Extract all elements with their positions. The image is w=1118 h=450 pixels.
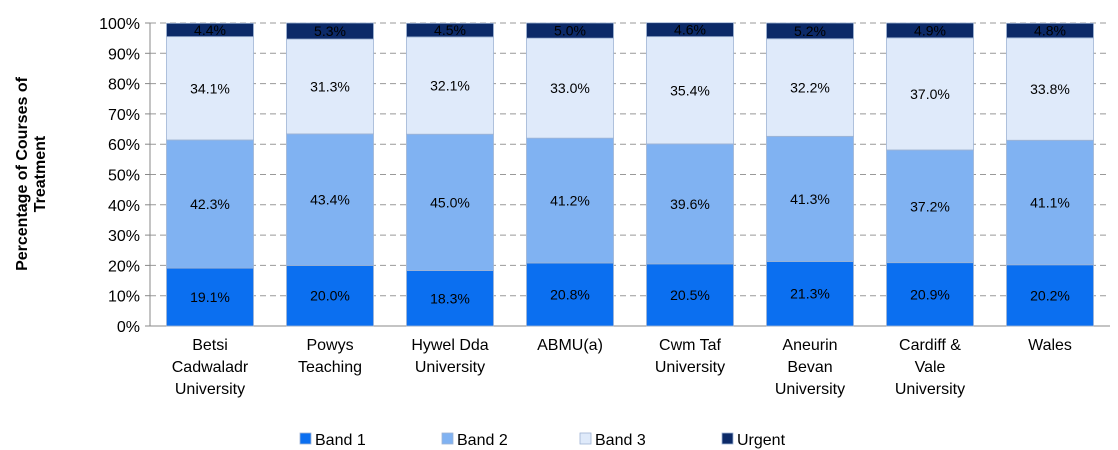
- value-label: 20.9%: [910, 286, 950, 302]
- legend-swatch: [299, 432, 312, 445]
- value-label: 34.1%: [190, 80, 230, 96]
- value-label: 32.1%: [430, 78, 470, 94]
- bar-segment: [166, 267, 254, 327]
- legend-swatch: [441, 432, 454, 445]
- value-label: 45.0%: [430, 194, 470, 210]
- value-label: 42.3%: [190, 196, 230, 212]
- x-tick-label: Cardiff & Vale University: [895, 337, 965, 398]
- y-tick-label: 100%: [99, 16, 140, 33]
- value-label: 33.8%: [1030, 81, 1070, 97]
- value-label: 21.3%: [790, 286, 830, 302]
- value-label: 37.2%: [910, 198, 950, 214]
- bar-segment: [406, 133, 494, 271]
- value-label: 18.3%: [430, 290, 470, 306]
- legend-label: Band 2: [457, 432, 508, 449]
- x-tick-label: Aneurin Bevan University: [775, 337, 845, 398]
- value-label: 20.8%: [550, 286, 590, 302]
- bar-segment: [646, 22, 734, 38]
- bar-segment: [166, 22, 254, 38]
- y-tick-label: 70%: [108, 107, 140, 124]
- bar-segment: [286, 264, 374, 327]
- bar-segment: [166, 36, 254, 141]
- bar-segment: [406, 22, 494, 38]
- x-tick-label: Betsi Cadwaladr University: [172, 337, 249, 398]
- bar-segment: [766, 38, 854, 137]
- value-label: 4.4%: [194, 22, 226, 38]
- bar-segment: [1006, 22, 1094, 39]
- value-label: 39.6%: [670, 196, 710, 212]
- bar-segment: [766, 135, 854, 262]
- bar-segment: [766, 22, 854, 40]
- value-label: 5.0%: [554, 23, 586, 39]
- bar-segment: [766, 261, 854, 327]
- bar-segment: [886, 22, 974, 39]
- value-label: 4.9%: [914, 22, 946, 38]
- legend-label: Band 3: [595, 432, 646, 449]
- value-label: 43.4%: [310, 192, 350, 208]
- value-label: 41.3%: [790, 191, 830, 207]
- y-tick-label: 50%: [108, 168, 140, 185]
- value-label: 20.5%: [670, 287, 710, 303]
- bar-segment: [406, 36, 494, 135]
- value-label: 4.8%: [1034, 23, 1066, 39]
- bar-segment: [166, 139, 254, 269]
- value-label: 37.0%: [910, 86, 950, 102]
- x-tick-label: Wales: [1028, 337, 1072, 354]
- y-tick-label: 30%: [108, 228, 140, 245]
- y-tick-label: 20%: [108, 258, 140, 275]
- value-label: 20.0%: [310, 288, 350, 304]
- y-tick-label: 60%: [108, 137, 140, 154]
- value-label: 4.6%: [674, 22, 706, 38]
- value-label: 31.3%: [310, 78, 350, 94]
- bar-segment: [526, 37, 614, 139]
- bar-segment: [886, 262, 974, 327]
- bar-segment: [646, 143, 734, 265]
- bar-segment: [526, 137, 614, 264]
- y-tick-label: 10%: [108, 289, 140, 306]
- value-label: 32.2%: [790, 80, 830, 96]
- y-tick-label: 40%: [108, 198, 140, 215]
- bar-segment: [406, 270, 494, 327]
- y-tick-label: 0%: [117, 319, 140, 336]
- bar-segment: [886, 149, 974, 264]
- bar-segment: [286, 38, 374, 135]
- value-label: 4.5%: [434, 22, 466, 38]
- value-label: 19.1%: [190, 289, 230, 305]
- bar-segment: [526, 262, 614, 327]
- bar-segment: [526, 22, 614, 39]
- x-tick-label: Cwm Taf University: [655, 337, 725, 376]
- value-label: 41.1%: [1030, 195, 1070, 211]
- y-tick-label: 90%: [108, 46, 140, 63]
- legend-swatch: [721, 432, 734, 445]
- value-label: 5.3%: [314, 23, 346, 39]
- value-label: 20.2%: [1030, 287, 1070, 303]
- bar-segment: [286, 22, 374, 40]
- legend-swatch: [579, 432, 592, 445]
- value-label: 5.2%: [794, 23, 826, 39]
- x-tick-label: Powys Teaching: [298, 337, 362, 376]
- bar-segment: [1006, 139, 1094, 266]
- bar-segment: [286, 133, 374, 266]
- value-label: 33.0%: [550, 80, 590, 96]
- bar-segment: [1006, 264, 1094, 327]
- bar-segment: [646, 36, 734, 145]
- legend-label: Urgent: [737, 432, 786, 449]
- x-tick-label: Hywel Dda University: [411, 337, 488, 376]
- x-tick-label: ABMU(a): [537, 337, 603, 354]
- y-axis-label: Percentage of Courses ofTreatment: [14, 76, 49, 271]
- value-label: 35.4%: [670, 82, 710, 98]
- value-label: 41.2%: [550, 193, 590, 209]
- y-tick-label: 80%: [108, 77, 140, 94]
- legend-label: Band 1: [315, 432, 366, 449]
